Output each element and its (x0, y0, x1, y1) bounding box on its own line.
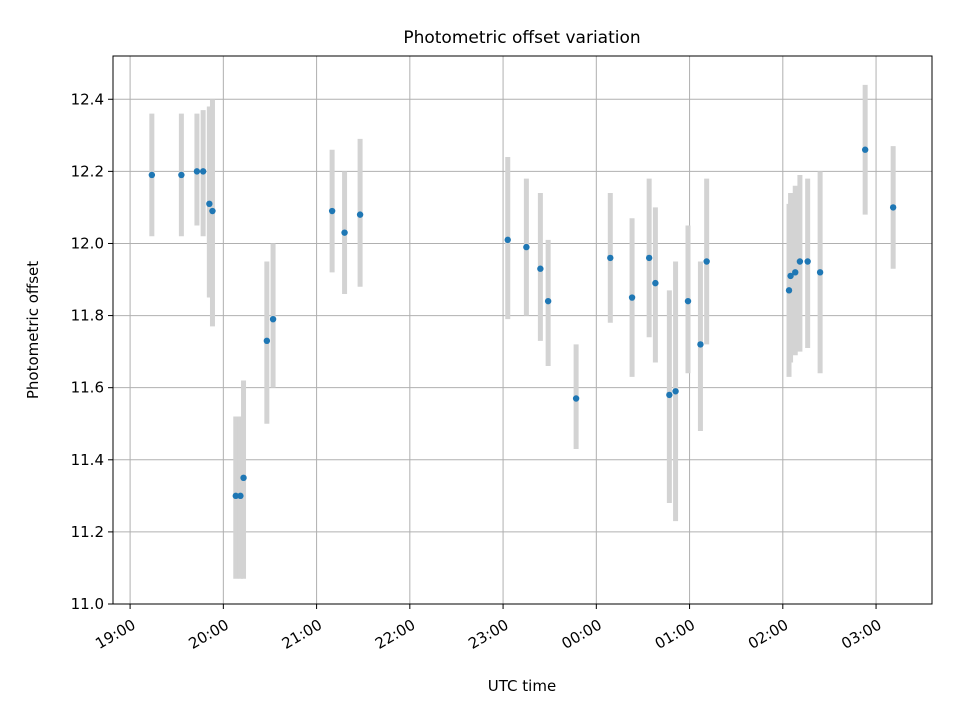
data-point (178, 171, 185, 179)
y-tick-label: 11.8 (71, 307, 104, 325)
chart-title: Photometric offset variation (403, 28, 640, 48)
data-point (645, 254, 653, 262)
data-point (628, 294, 636, 301)
data-point (804, 258, 811, 265)
data-point (607, 254, 614, 262)
grid (113, 56, 932, 605)
data-point (356, 211, 364, 218)
y-tick-label: 12.2 (71, 162, 104, 180)
plot-area-frame (112, 55, 933, 605)
data-point (652, 279, 659, 287)
data-point (684, 297, 692, 305)
data-points (148, 146, 897, 500)
y-tick-label: 11.6 (71, 379, 104, 397)
data-point (796, 258, 804, 265)
data-point (537, 265, 544, 272)
data-point (672, 388, 679, 395)
data-point (889, 204, 897, 211)
data-point (328, 207, 336, 215)
data-point (193, 168, 201, 175)
data-point (792, 269, 799, 276)
data-point (697, 341, 704, 348)
y-axis: 11.0 11.2 11.4 11.6 11.8 12.0 12.2 12.4 (71, 90, 113, 613)
x-axis-label: UTC time (488, 677, 556, 695)
data-point (199, 168, 207, 175)
data-point (666, 391, 673, 399)
data-point (816, 269, 824, 276)
data-point (263, 337, 271, 345)
data-point (504, 236, 511, 244)
data-point (572, 395, 580, 402)
data-point (523, 243, 530, 251)
y-axis-label: Photometric offset (24, 261, 42, 399)
data-point (148, 171, 156, 179)
data-point (785, 287, 793, 294)
data-point (861, 146, 869, 153)
data-point (209, 207, 216, 215)
data-point (269, 315, 277, 323)
data-point (237, 492, 244, 500)
data-point (703, 258, 710, 265)
y-tick-label: 12.0 (71, 234, 104, 252)
data-point (787, 272, 794, 280)
data-point (341, 229, 348, 236)
data-point (232, 492, 239, 500)
y-tick-label: 11.2 (71, 523, 104, 541)
data-point (240, 474, 247, 482)
data-point (206, 200, 213, 208)
y-tick-label: 12.4 (71, 90, 104, 108)
y-tick-label: 11.0 (71, 595, 104, 613)
y-tick-label: 11.4 (71, 451, 104, 469)
data-point (544, 297, 552, 305)
